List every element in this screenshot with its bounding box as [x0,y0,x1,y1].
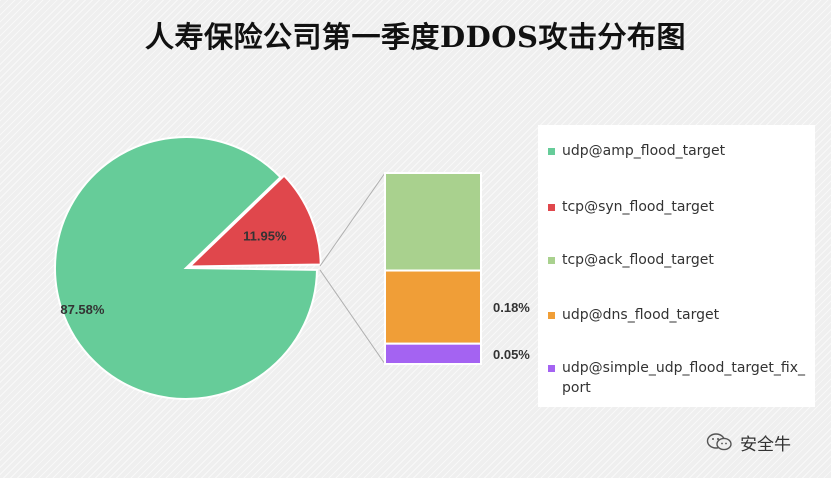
bar-label: 0.18% [493,300,530,315]
legend-swatch [548,204,555,211]
legend-label: udp@dns_flood_target [562,307,720,323]
pie-label: 87.58% [60,302,105,317]
pie-slice [54,136,319,400]
connector-line [319,269,386,365]
bar-segment [384,269,482,345]
legend-swatch [548,257,555,264]
bar-label: 0.05% [493,347,530,362]
legend-label: tcp@ack_flood_target [562,252,714,268]
legend-label: udp@simple_udp_flood_target_fix_port [562,360,806,396]
chart-legend: udp@amp_flood_target tcp@syn_flood_target… [538,125,815,407]
legend-swatch [548,365,555,372]
pie-slice [187,174,322,268]
legend-swatch [548,312,555,319]
bar-segment [384,172,482,272]
watermark: 安全牛 [706,428,791,456]
wechat-icon [706,433,732,451]
legend-label: tcp@syn_flood_target [562,199,714,215]
connector-line [319,172,386,267]
legend-swatch [548,148,555,155]
watermark-text: 安全牛 [740,434,791,455]
chart-title: 人寿保险公司第一季度DDOS攻击分布图 [144,20,686,54]
bar-segment [384,342,482,365]
pie-label: 11.95% [243,229,287,244]
legend-label: udp@amp_flood_target [562,143,726,159]
